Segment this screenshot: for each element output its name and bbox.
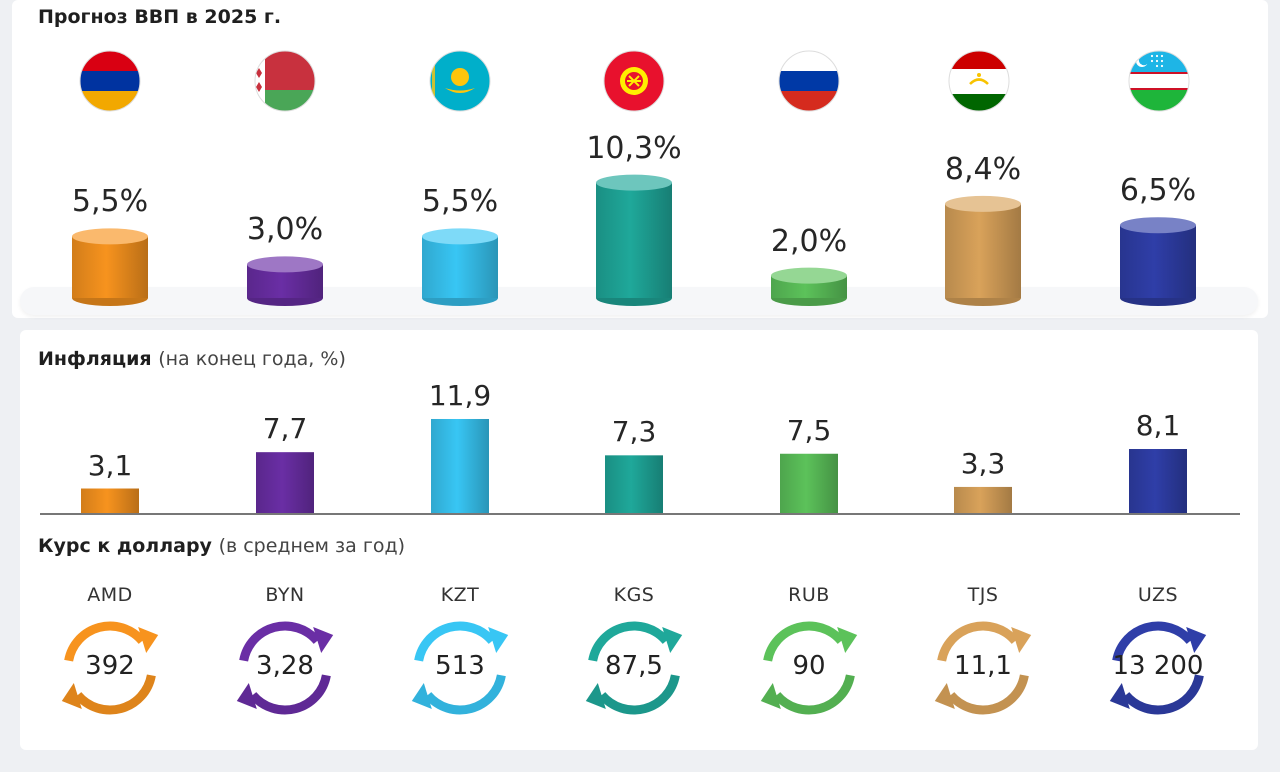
gdp-value-label: 8,4%: [944, 151, 1022, 187]
gdp-cylinder: [247, 256, 323, 306]
gdp-cylinder: [771, 267, 847, 306]
uzbekistan-flag-icon: [1128, 50, 1190, 112]
exchange-rate-value: 13 200: [1112, 651, 1204, 681]
currency-code-label: KZT: [440, 584, 480, 606]
exchange-rate-value: 513: [435, 651, 485, 681]
gdp-value-label: 3,0%: [246, 212, 324, 248]
exchange-ring-icon: [934, 621, 1032, 715]
gdp-value-label: 5,5%: [71, 184, 149, 220]
currency-code-label: KGS: [613, 584, 655, 606]
inflation-value-label: 7,5: [786, 413, 832, 447]
exchange-ring-icon: [585, 621, 683, 715]
gdp-value-label: 6,5%: [1119, 173, 1197, 209]
russia-flag-icon: [778, 50, 840, 112]
kazakhstan-flag-icon: [429, 50, 491, 112]
currency-code-label: AMD: [87, 584, 133, 606]
gdp-value-label: 2,0%: [770, 223, 848, 259]
exchange-ring-icon: [760, 621, 858, 715]
exchange-ring-icon: [61, 621, 159, 715]
inflation-value-label: 3,3: [960, 446, 1006, 480]
inflation-bar: [780, 453, 838, 513]
exchange-rate-value: 3,28: [256, 651, 314, 681]
gdp-cylinder: [72, 228, 148, 306]
tajikistan-flag-icon: [948, 50, 1010, 112]
rate-title-text: Курс к доллару: [38, 535, 212, 557]
inflation-subtitle: (на конец года, %): [158, 348, 346, 370]
exchange-rate-value: 11,1: [954, 651, 1012, 681]
currency-code-label: TJS: [967, 584, 999, 606]
gdp-cylinder: [945, 195, 1021, 306]
inflation-bar: [1129, 449, 1187, 513]
gdp-value-label: 5,5%: [421, 184, 499, 220]
kyrgyzstan-flag-icon: [603, 50, 665, 112]
inflation-value-label: 7,7: [262, 412, 308, 446]
inflation-bar: [256, 452, 314, 513]
rate-title: Курс к доллару (в среднем за год): [38, 535, 405, 557]
armenia-flag-icon: [79, 50, 141, 112]
inflation-bar: [431, 418, 489, 513]
exchange-ring-icon: [236, 621, 334, 715]
currency-code-label: RUB: [788, 584, 830, 606]
gdp-cylinder: [596, 174, 672, 306]
inflation-axis-line: [40, 513, 1240, 515]
bottom-panel: [20, 330, 1258, 750]
inflation-title: Инфляция (на конец года, %): [38, 348, 346, 370]
inflation-title-text: Инфляция: [38, 348, 152, 370]
exchange-rate-value: 90: [792, 651, 826, 681]
gdp-cylinder: [422, 228, 498, 306]
gdp-value-label: 10,3%: [586, 130, 682, 166]
gdp-title: Прогноз ВВП в 2025 г.: [38, 6, 281, 28]
inflation-bar: [605, 455, 663, 513]
exchange-rate-value: 392: [85, 651, 135, 681]
belarus-flag-icon: [254, 50, 316, 112]
inflation-bar: [81, 488, 139, 513]
currency-code-label: BYN: [265, 584, 305, 606]
exchange-ring-icon: [1109, 621, 1207, 715]
inflation-value-label: 11,9: [428, 378, 492, 412]
gdp-title-text: Прогноз ВВП в 2025 г.: [38, 6, 282, 28]
inflation-value-label: 7,3: [611, 415, 657, 449]
inflation-bar: [954, 486, 1012, 513]
inflation-value-label: 3,1: [87, 448, 133, 482]
inflation-value-label: 8,1: [1135, 409, 1181, 442]
exchange-rate-value: 87,5: [605, 651, 663, 681]
rate-subtitle: (в среднем за год): [218, 535, 405, 557]
gdp-cylinder: [1120, 217, 1196, 306]
currency-code-label: UZS: [1137, 584, 1179, 606]
exchange-ring-icon: [411, 621, 509, 715]
